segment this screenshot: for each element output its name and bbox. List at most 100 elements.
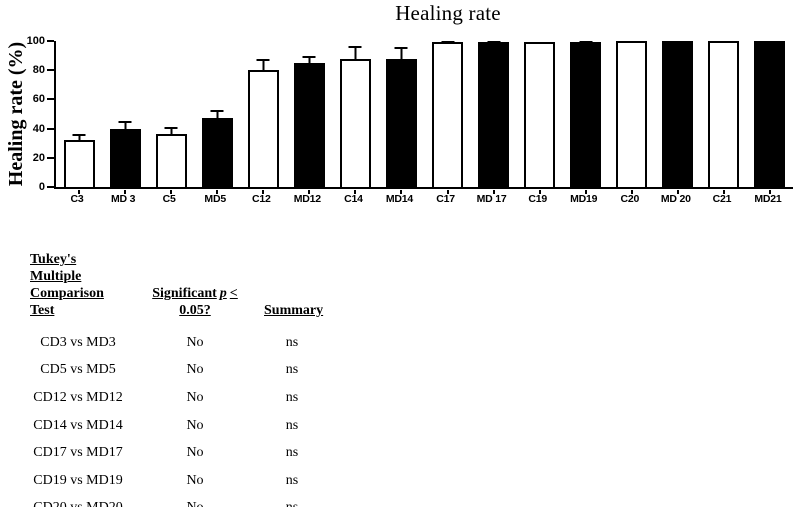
- y-tick-label: 100: [26, 35, 45, 47]
- x-axis-tick: [308, 189, 311, 194]
- summary-cell: ns: [285, 445, 299, 461]
- bar-slot: [655, 41, 701, 194]
- bar-slot: [609, 41, 655, 194]
- error-bar: [118, 121, 132, 131]
- bar: [662, 41, 694, 187]
- comparison-cell: CD14 vs MD14: [33, 417, 123, 433]
- bar-slot: [517, 41, 563, 194]
- y-tick: [47, 98, 54, 101]
- table-row: CD3 vs MD3 No ns: [30, 329, 320, 357]
- bar-slot: [332, 41, 378, 194]
- error-bar: [302, 56, 316, 65]
- healing-rate-chart: Healing rate Healing rate (%) 0 20 40 60 80 1…: [0, 0, 798, 235]
- header-significant-pre: Significant: [152, 286, 217, 301]
- x-category-label: MD14: [385, 193, 414, 205]
- bar: [708, 41, 740, 187]
- bar: [109, 128, 141, 187]
- x-axis-tick: [216, 189, 219, 194]
- x-axis-tick: [722, 189, 725, 194]
- x-category-label: MD5: [204, 193, 226, 205]
- y-tick: [47, 156, 54, 159]
- x-category-label: C5: [162, 193, 176, 205]
- y-tick-label: 60: [32, 93, 45, 106]
- x-category-label: C21: [712, 193, 732, 205]
- bar: [616, 41, 648, 187]
- bar-slot: [471, 41, 517, 194]
- bar: [478, 42, 510, 187]
- comparison-cell: CD5 vs MD5: [40, 362, 116, 378]
- summary-cell: ns: [264, 495, 320, 507]
- bar: [247, 70, 279, 187]
- x-category-label: MD21: [754, 193, 782, 205]
- header-comparison-test: Tukey's Multiple Comparison Test: [30, 251, 126, 319]
- x-category-label: C20: [620, 193, 640, 205]
- stats-header-row: Tukey's Multiple Comparison Test Signifi…: [30, 251, 323, 319]
- bar-slot: [286, 41, 332, 194]
- significant-cell: No: [186, 417, 204, 433]
- table-row: CD14 vs MD14 No ns: [30, 412, 320, 440]
- x-category-label: C19: [528, 193, 547, 205]
- error-bar-stem: [216, 111, 219, 120]
- bar: [339, 59, 371, 187]
- bar: [385, 58, 417, 187]
- x-category-label: C14: [344, 193, 363, 205]
- table-row: CD5 vs MD5 No ns: [30, 357, 320, 385]
- bar-slot: [148, 41, 194, 194]
- comparison-cell: CD19 vs MD19: [33, 472, 123, 488]
- y-tick: [47, 127, 54, 130]
- significant-cell: No: [186, 334, 204, 350]
- error-bar-stem: [400, 48, 403, 61]
- comparison-cell: CD12 vs MD12: [33, 389, 123, 405]
- significant-cell: No: [186, 362, 204, 378]
- bar: [570, 41, 602, 187]
- y-tick: [47, 69, 54, 72]
- bar-slot: [56, 41, 102, 194]
- error-bar-stem: [262, 60, 265, 73]
- summary-cell: ns: [285, 472, 299, 488]
- significant-cell: No: [141, 495, 249, 507]
- y-tick-label: 80: [32, 64, 45, 77]
- tukey-stats-table: Tukey's Multiple Comparison Test Signifi…: [30, 251, 323, 507]
- x-category-label: C17: [436, 193, 455, 205]
- bar-slot: [102, 41, 148, 194]
- bar-slot: [747, 41, 793, 194]
- x-axis-tick: [170, 189, 173, 194]
- y-tick-label: 20: [32, 151, 45, 164]
- x-category-label: MD19: [570, 193, 598, 205]
- x-axis-tick: [768, 189, 771, 194]
- x-axis-tick: [124, 189, 127, 194]
- y-tick: [47, 40, 54, 42]
- x-axis-tick: [630, 189, 633, 194]
- bar: [201, 117, 233, 187]
- y-tick: [47, 186, 54, 188]
- error-bar-stem: [170, 129, 173, 137]
- summary-cell: ns: [285, 389, 299, 405]
- comparison-cell: CD3 vs MD3: [40, 334, 116, 350]
- bar: [754, 41, 786, 187]
- x-axis-tick: [538, 189, 541, 194]
- x-category-label: MD12: [293, 193, 321, 205]
- error-bar: [348, 46, 362, 62]
- bar-slot: [425, 41, 471, 194]
- summary-cell: ns: [285, 362, 299, 378]
- error-bar: [256, 58, 270, 73]
- table-row: CD12 vs MD12 No ns: [30, 384, 320, 412]
- x-category-label: MD 17: [476, 193, 507, 205]
- bar-slot: [240, 41, 286, 194]
- x-labels-row: C3 MD 3 C5 MD5 C12 MD12 C14 MD14 C17 MD 17 C19 MD19…: [54, 193, 791, 205]
- x-category-label: C3: [70, 193, 84, 205]
- x-category-label: MD 3: [110, 193, 136, 205]
- table-row: CD19 vs MD19 No ns: [30, 467, 320, 495]
- x-axis-tick: [354, 189, 357, 194]
- error-bar: [394, 46, 408, 61]
- header-significant-post: < 0.05?: [179, 286, 238, 318]
- header-comparison-line1: Tukey's Multiple: [30, 252, 82, 284]
- x-axis-tick: [78, 189, 81, 194]
- bar-slot: [701, 41, 747, 194]
- plot-area: 0 20 40 60 80 100: [27, 35, 793, 194]
- bar: [155, 134, 187, 187]
- header-significant: Significant p < 0.05?: [141, 285, 249, 319]
- comparison-cell: CD17 vs MD17: [33, 445, 123, 461]
